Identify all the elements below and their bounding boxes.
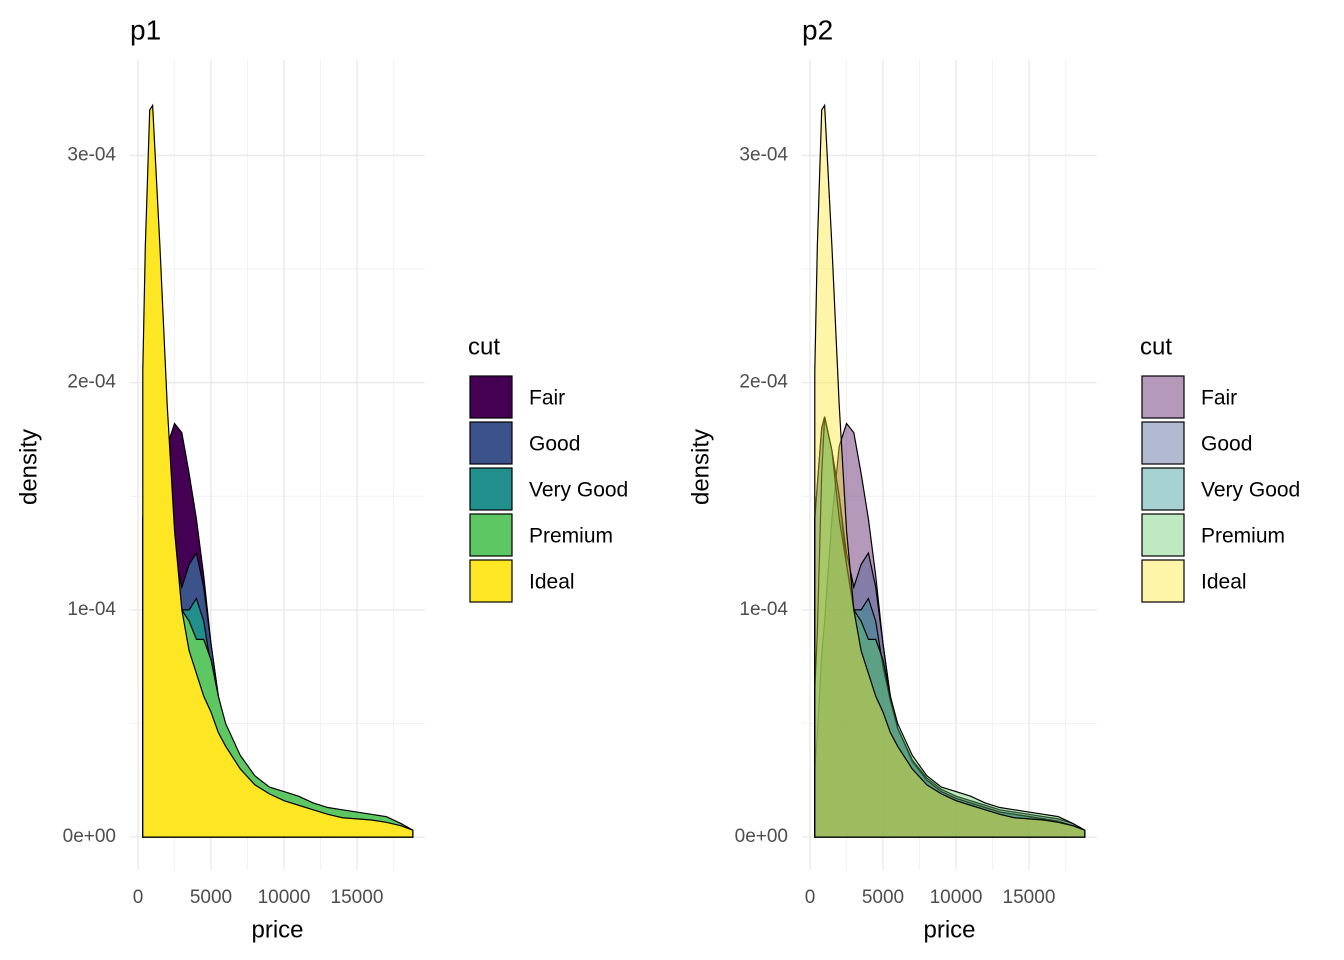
density-area xyxy=(814,416,1086,838)
chart-title: p1 xyxy=(130,14,161,45)
y-tick-label: 0e+00 xyxy=(63,826,116,847)
x-tick-label: 10000 xyxy=(258,887,311,908)
panel: p1 0e+00 1e-04 2e-04 3e-04 0 5000 10000 15000 pri… xyxy=(15,14,628,943)
legend-label: Very Good xyxy=(1201,479,1300,502)
y-axis-label: density xyxy=(15,429,42,505)
x-tick-label: 15000 xyxy=(331,887,384,908)
legend-label: Fair xyxy=(529,387,565,410)
legend-key xyxy=(1141,559,1185,603)
legend-label: Ideal xyxy=(529,571,575,594)
legend-key xyxy=(1141,513,1185,557)
density-area xyxy=(814,103,1086,838)
y-tick-label: 1e-04 xyxy=(67,599,116,620)
density-area xyxy=(142,103,414,838)
legend: cut Fair Good Very Good Premium Ideal xyxy=(468,333,628,603)
y-tick-label: 1e-04 xyxy=(739,599,788,620)
y-tick-label: 2e-04 xyxy=(67,372,116,393)
x-tick-label: 0 xyxy=(805,887,816,908)
x-tick-label: 10000 xyxy=(930,887,983,908)
legend-key xyxy=(469,421,513,465)
x-tick-label: 5000 xyxy=(862,887,904,908)
y-tick-label: 0e+00 xyxy=(735,826,788,847)
y-axis-label: density xyxy=(687,429,714,505)
panel: p2 0e+00 1e-04 2e-04 3e-04 0 5000 10000 15000 pri… xyxy=(687,14,1300,943)
legend-title: cut xyxy=(1140,333,1172,360)
legend-label: Premium xyxy=(529,525,613,548)
chart-title: p2 xyxy=(802,14,833,45)
legend-key xyxy=(1141,421,1185,465)
legend: cut Fair Good Very Good Premium Ideal xyxy=(1140,333,1300,603)
legend-key xyxy=(469,467,513,511)
legend-label: Good xyxy=(529,433,580,456)
legend-key xyxy=(1141,375,1185,419)
x-tick-label: 15000 xyxy=(1003,887,1056,908)
x-tick-label: 5000 xyxy=(190,887,232,908)
legend-label: Fair xyxy=(1201,387,1237,410)
legend-label: Premium xyxy=(1201,525,1285,548)
y-tick-label: 3e-04 xyxy=(739,144,788,165)
x-axis-label: price xyxy=(251,916,303,943)
x-tick-label: 0 xyxy=(133,887,144,908)
legend-key xyxy=(469,513,513,557)
legend-key xyxy=(1141,467,1185,511)
y-tick-label: 2e-04 xyxy=(739,372,788,393)
legend-key xyxy=(469,375,513,419)
y-tick-label: 3e-04 xyxy=(67,144,116,165)
legend-label: Good xyxy=(1201,433,1252,456)
legend-title: cut xyxy=(468,333,500,360)
legend-label: Ideal xyxy=(1201,571,1247,594)
legend-label: Very Good xyxy=(529,479,628,502)
legend-key xyxy=(469,559,513,603)
x-axis-label: price xyxy=(923,916,975,943)
